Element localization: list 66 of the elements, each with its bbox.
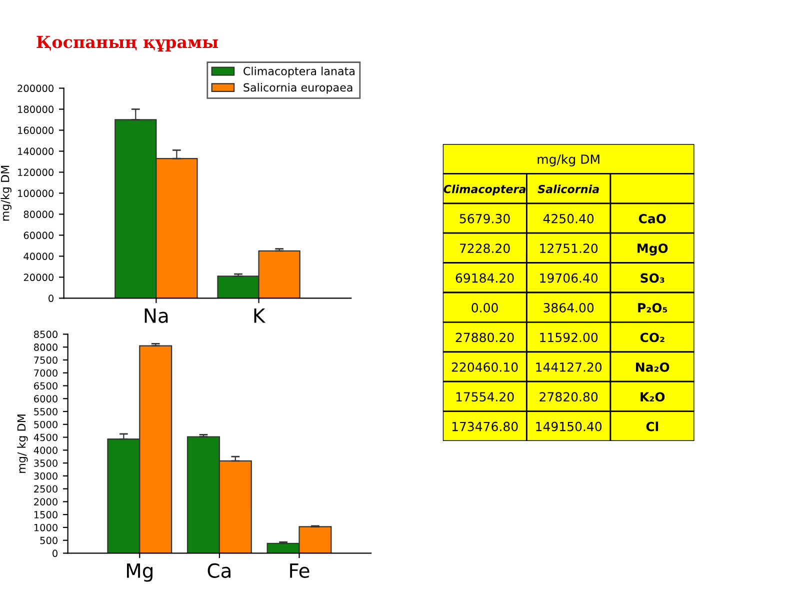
y-tick-label: 8000 bbox=[34, 344, 58, 351]
y-tick-label: 200000 bbox=[18, 84, 54, 92]
text: 5679.30 bbox=[460, 214, 510, 224]
y-tick-label: 4000 bbox=[34, 446, 58, 454]
y-tick-label: 7000 bbox=[34, 369, 58, 377]
text: 144127.20 bbox=[536, 362, 602, 372]
category-label: Climacoptera bbox=[444, 184, 526, 196]
x-tick-label: Na bbox=[144, 308, 168, 323]
x-tick-label: K bbox=[254, 308, 266, 323]
text: 3864.00 bbox=[544, 303, 594, 312]
y-tick-label: 0 bbox=[48, 294, 54, 302]
text: mg/kg DM bbox=[538, 154, 600, 166]
text: SO₃ bbox=[640, 273, 664, 283]
text: Cl bbox=[646, 422, 658, 432]
y-tick-label: 40000 bbox=[24, 252, 54, 260]
text: MgO bbox=[638, 244, 668, 256]
legend-label: Climacoptera lanata bbox=[244, 66, 354, 78]
y-axis-title: mg/ kg DM bbox=[17, 414, 28, 473]
y-tick-label: 80000 bbox=[24, 210, 54, 218]
text: K₂O bbox=[640, 392, 665, 402]
text: 4250.40 bbox=[543, 214, 594, 224]
x-tick-label: Mg bbox=[126, 564, 152, 582]
y-tick-label: 0 bbox=[52, 550, 58, 558]
y-tick-label: 120000 bbox=[18, 168, 54, 176]
y-tick-label: 5000 bbox=[34, 420, 58, 428]
y-tick-label: 8500 bbox=[34, 330, 58, 338]
y-tick-label: 1000 bbox=[34, 524, 58, 532]
text: 27880.20 bbox=[456, 332, 514, 342]
category-label: Salicornia bbox=[538, 184, 599, 194]
y-tick-label: 4500 bbox=[34, 434, 58, 442]
text: 173476.80 bbox=[452, 422, 518, 432]
y-tick-label: 140000 bbox=[18, 148, 54, 156]
text: 27820.80 bbox=[540, 392, 598, 402]
text: P₂O₅ bbox=[638, 303, 668, 312]
text: 149150.40 bbox=[536, 422, 602, 432]
x-tick-label: Ca bbox=[208, 563, 230, 578]
y-tick-label: 6500 bbox=[34, 382, 58, 390]
x-tick-label: Fe bbox=[290, 564, 310, 578]
y-tick-label: 2500 bbox=[34, 485, 58, 493]
text: 19706.40 bbox=[540, 273, 598, 283]
y-tick-label: 500 bbox=[40, 536, 58, 544]
text: CO₂ bbox=[640, 332, 664, 342]
chart-title: Қоспаның құрамы bbox=[36, 36, 218, 52]
text: 220460.10 bbox=[452, 362, 518, 372]
text: 11592.00 bbox=[540, 332, 598, 342]
y-tick-label: 3500 bbox=[34, 460, 58, 467]
text: 12751.20 bbox=[540, 244, 598, 254]
y-axis-title: mg/kg DM bbox=[0, 166, 12, 221]
text: Na₂O bbox=[636, 362, 670, 372]
y-tick-label: 180000 bbox=[18, 106, 54, 114]
y-tick-label: 1500 bbox=[34, 511, 58, 518]
y-tick-label: 6000 bbox=[34, 395, 58, 402]
y-tick-label: 5500 bbox=[34, 408, 58, 416]
text: 7228.20 bbox=[460, 244, 510, 254]
text: 69184.20 bbox=[456, 273, 514, 283]
y-tick-label: 100000 bbox=[18, 190, 54, 198]
y-tick-label: 2000 bbox=[34, 498, 58, 506]
text: CaO bbox=[638, 214, 666, 224]
y-tick-label: 160000 bbox=[18, 126, 54, 134]
legend-label: Salicornia europaea bbox=[244, 83, 352, 94]
y-tick-label: 3000 bbox=[34, 472, 58, 480]
y-tick-label: 20000 bbox=[24, 274, 54, 282]
y-tick-label: 60000 bbox=[24, 232, 54, 240]
y-tick-label: 7500 bbox=[34, 356, 58, 364]
text: 0.00 bbox=[472, 303, 498, 312]
text: 17554.20 bbox=[456, 392, 514, 402]
